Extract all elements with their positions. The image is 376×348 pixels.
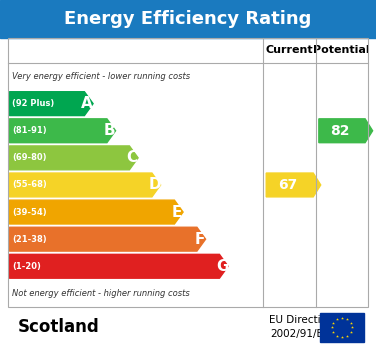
Text: G: G: [216, 259, 228, 274]
Text: (81-91): (81-91): [12, 126, 47, 135]
Polygon shape: [266, 173, 321, 197]
Bar: [8, 38, 368, 307]
Polygon shape: [9, 200, 183, 224]
Text: C: C: [126, 150, 138, 165]
Text: Current: Current: [266, 45, 313, 55]
Text: 67: 67: [278, 178, 297, 192]
Polygon shape: [9, 146, 138, 170]
Polygon shape: [9, 173, 161, 197]
Text: Potential: Potential: [314, 45, 370, 55]
Bar: [0, 0, 376, 38]
Polygon shape: [9, 92, 93, 116]
Text: (69-80): (69-80): [12, 153, 47, 163]
Polygon shape: [319, 119, 373, 143]
Polygon shape: [9, 227, 206, 251]
Text: 82: 82: [330, 124, 349, 138]
Text: B: B: [104, 123, 115, 138]
Polygon shape: [9, 254, 228, 278]
Text: (92 Plus): (92 Plus): [12, 99, 54, 108]
Text: Energy Efficiency Rating: Energy Efficiency Rating: [64, 10, 312, 28]
Text: E: E: [172, 205, 182, 220]
Text: (55-68): (55-68): [12, 181, 47, 189]
Polygon shape: [9, 119, 115, 143]
Text: Very energy efficient - lower running costs: Very energy efficient - lower running co…: [12, 72, 190, 81]
Text: D: D: [148, 177, 161, 192]
Text: Not energy efficient - higher running costs: Not energy efficient - higher running co…: [12, 289, 190, 298]
Bar: [320, 313, 364, 342]
Text: EU Directive
2002/91/EC: EU Directive 2002/91/EC: [269, 316, 333, 339]
Text: A: A: [81, 96, 93, 111]
Text: Scotland: Scotland: [18, 318, 99, 337]
Text: (21-38): (21-38): [12, 235, 47, 244]
Text: F: F: [194, 232, 205, 247]
Text: (1-20): (1-20): [12, 262, 41, 271]
Text: (39-54): (39-54): [12, 207, 47, 216]
